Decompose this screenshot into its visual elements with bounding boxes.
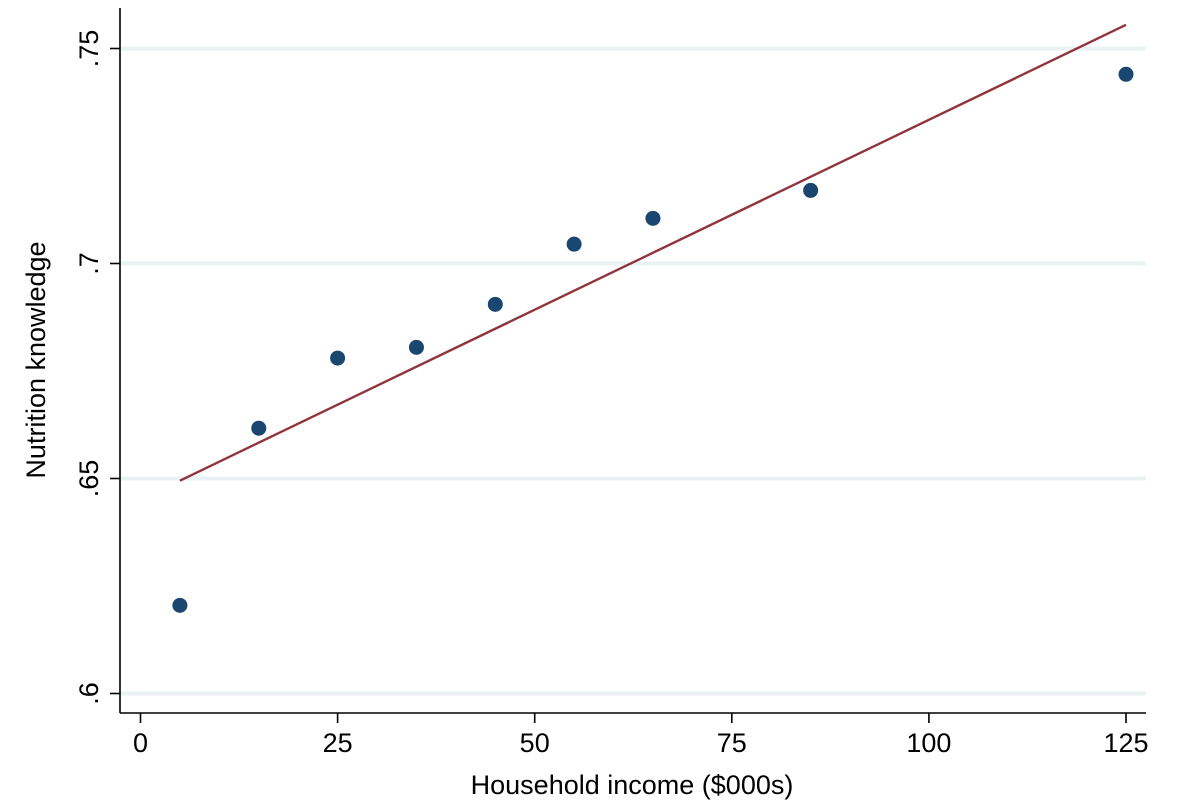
plot-area xyxy=(172,23,1134,613)
y-tick-label: .75 xyxy=(74,30,104,68)
data-point xyxy=(408,339,424,355)
data-point xyxy=(487,296,503,312)
data-point xyxy=(803,182,819,198)
fit-line xyxy=(179,23,1127,482)
data-point xyxy=(566,236,582,252)
y-axis-title: Nutrition knowledge xyxy=(21,241,51,478)
x-tick-label: 25 xyxy=(323,728,353,758)
data-point xyxy=(330,350,346,366)
grid-lines xyxy=(120,46,1146,696)
data-point xyxy=(251,420,267,436)
y-axis-ticks: .6 .65 .7 .75 xyxy=(74,30,120,705)
x-axis-ticks: 0 25 50 75 100 125 xyxy=(133,713,1149,758)
axes xyxy=(119,8,1146,714)
data-point xyxy=(172,597,188,613)
y-tick-label: .65 xyxy=(74,460,104,498)
x-tick-label: 75 xyxy=(717,728,747,758)
x-tick-label: 125 xyxy=(1103,728,1148,758)
x-axis-title: Household income ($000s) xyxy=(471,770,794,800)
x-tick-label: 100 xyxy=(906,728,951,758)
y-tick-label: .7 xyxy=(74,252,104,275)
data-point xyxy=(1118,66,1134,82)
x-tick-label: 0 xyxy=(133,728,148,758)
x-tick-label: 50 xyxy=(520,728,550,758)
y-tick-label: .6 xyxy=(74,682,104,705)
data-point xyxy=(645,210,661,226)
